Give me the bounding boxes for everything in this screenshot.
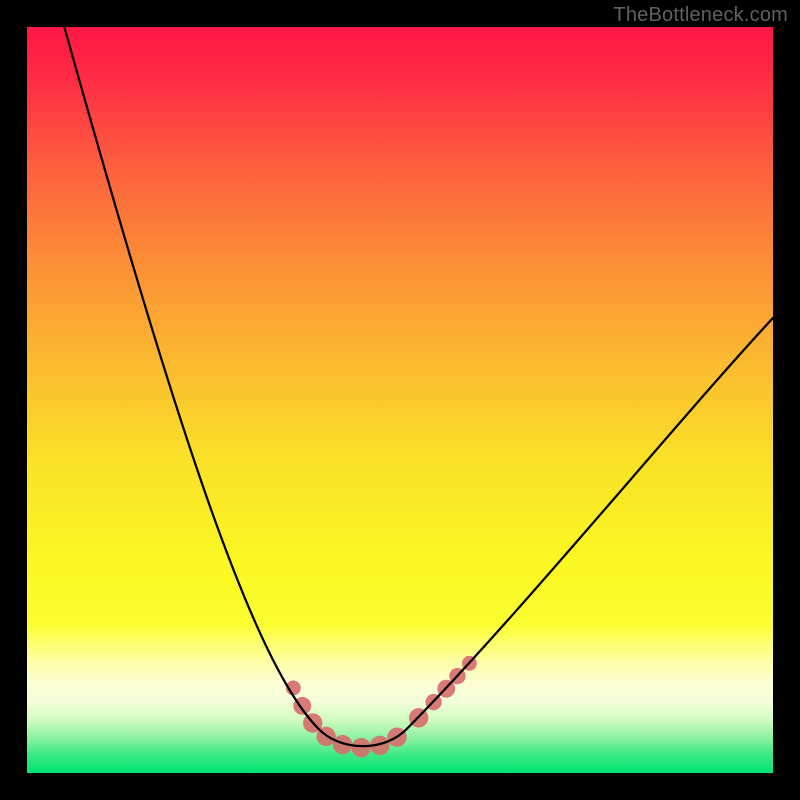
watermark-label: TheBottleneck.com xyxy=(613,4,788,27)
bottleneck-curve-chart xyxy=(27,27,773,773)
chart-frame: TheBottleneck.com xyxy=(0,0,800,800)
gradient-background xyxy=(27,27,773,773)
plot-area xyxy=(27,27,773,773)
curve-marker xyxy=(352,738,371,757)
